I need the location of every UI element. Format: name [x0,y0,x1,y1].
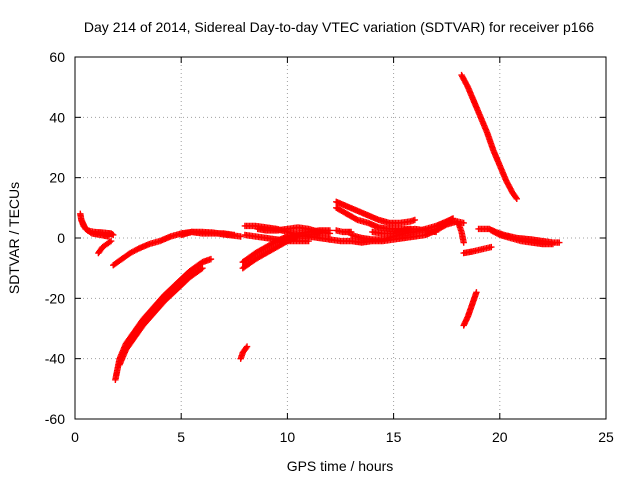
data-point [106,238,113,246]
data-point [549,240,557,248]
series-11 [241,231,312,245]
axis-ticks: 0 5 10 15 20 25 -60 -40 -20 0 20 40 60 [45,49,614,445]
data-point [105,233,113,240]
series-20 [458,71,520,202]
series-24 [488,227,557,248]
series-2 [95,237,115,257]
data-point [556,239,563,246]
data-point [449,215,457,222]
y-tick-label: 40 [49,109,65,125]
data-points [77,71,563,383]
data-point [237,233,244,240]
data-point [512,194,520,201]
series-3 [110,228,238,269]
x-tick-label: 0 [71,429,79,445]
x-tick-label: 5 [177,429,185,445]
series-4 [178,228,244,240]
data-point [107,237,115,245]
data-point [411,216,419,224]
data-point [207,255,215,263]
x-tick-label: 25 [598,429,614,445]
series-7 [237,343,251,362]
series-6 [116,264,206,368]
y-tick-label: 0 [57,230,65,246]
x-axis-label: GPS time / hours [287,458,394,474]
y-tick-label: 20 [49,170,65,186]
data-point [305,237,312,245]
series-5 [112,255,215,383]
data-point [110,231,117,239]
data-point [495,231,502,238]
series-12 [254,224,334,237]
data-point [197,265,205,273]
series-13 [333,198,419,227]
data-point [460,239,467,246]
y-tick-label: 60 [49,49,65,65]
data-point [199,264,206,272]
y-tick-label: -40 [45,351,65,367]
y-tick-label: -20 [45,290,65,306]
data-point [432,228,440,236]
x-tick-label: 10 [280,429,296,445]
x-tick-label: 15 [386,429,402,445]
data-point [242,344,250,352]
data-point [326,230,334,237]
x-tick-label: 20 [492,429,508,445]
data-point [460,219,467,227]
y-tick-label: -60 [45,411,65,427]
data-point [352,215,360,223]
data-point [473,289,480,296]
series-19 [454,219,467,246]
series-21 [460,289,480,329]
data-point [243,343,251,350]
series-22 [460,243,495,257]
data-point [513,195,520,202]
series-18 [369,225,440,237]
series-1 [78,216,113,240]
data-point [488,243,495,251]
series-15 [333,227,355,236]
y-axis-label: SDTVAR / TECUs [6,182,22,294]
chart-title: Day 214 of 2014, Sidereal Day-to-day VTE… [84,19,594,35]
